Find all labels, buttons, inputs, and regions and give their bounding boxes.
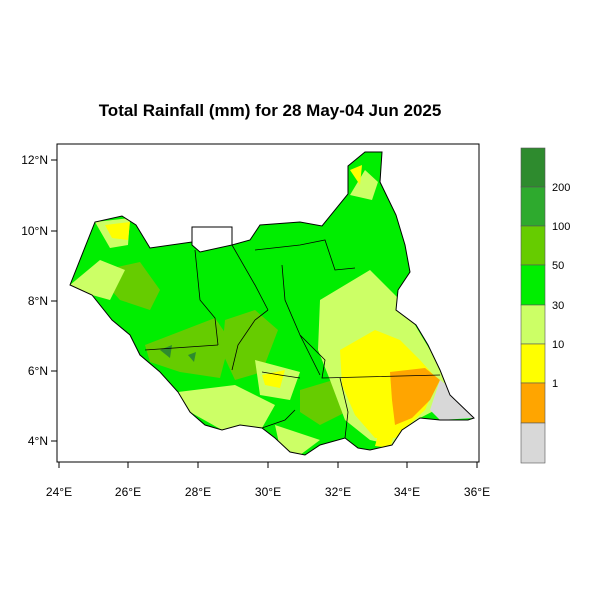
legend-swatch [520,225,546,266]
country-outline [69,151,475,456]
y-tick-label: 10°N [21,224,48,238]
legend-label: 30 [552,300,564,312]
y-tick-label: 6°N [28,364,48,378]
map-title: Total Rainfall (mm) for 28 May-04 Jun 20… [98,101,442,120]
legend-colorbar [520,147,546,464]
state-boundaries [144,239,441,439]
x-axis: 24°E 26°E 28°E 30°E 32°E 34°E 36°E [46,462,490,499]
legend-label: 1 [552,378,558,390]
legend-swatch [520,264,546,306]
legend-swatch [520,422,546,464]
x-tick-label: 36°E [464,485,490,499]
x-tick-label: 30°E [255,485,281,499]
legend-swatch [520,382,546,424]
x-tick-label: 24°E [46,485,72,499]
legend-label: 100 [552,221,570,233]
x-tick-label: 28°E [185,485,211,499]
x-tick-label: 34°E [394,485,420,499]
y-tick-label: 8°N [28,294,48,308]
y-tick-label: 4°N [28,434,48,448]
legend-swatch [520,186,546,227]
legend-label: 200 [552,182,570,194]
y-axis: 12°N 10°N 8°N 6°N 4°N [21,153,57,448]
disputed-area [191,226,233,253]
legend-labels: 200 100 50 30 10 1 [552,182,570,390]
x-tick-label: 32°E [325,485,351,499]
x-tick-label: 26°E [115,485,141,499]
y-tick-label: 12°N [21,153,48,167]
rainfall-field [70,152,474,455]
legend-label: 10 [552,339,564,351]
legend-swatch [520,147,546,188]
legend-label: 50 [552,260,564,272]
legend-swatch [520,304,546,345]
legend-swatch [520,343,546,384]
